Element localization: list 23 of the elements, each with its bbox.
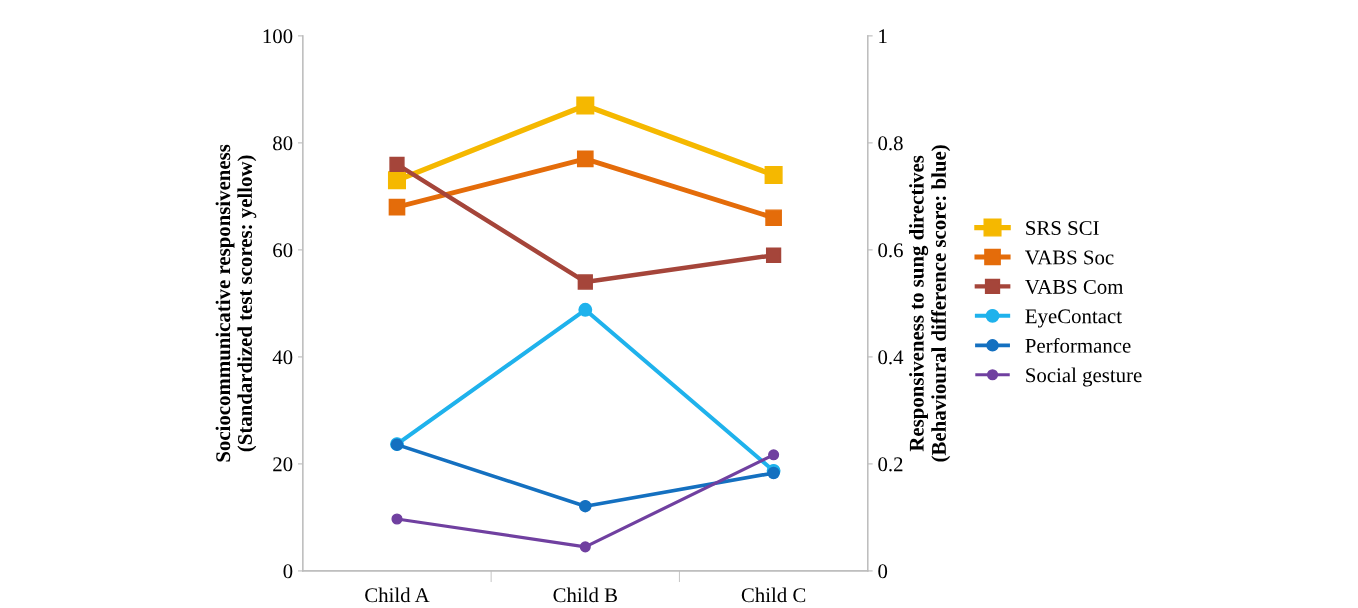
- y-tick-label: 40: [272, 350, 293, 365]
- legend-label: EyeContact: [1025, 309, 1122, 328]
- legend-label: Social gesture: [1026, 367, 1142, 387]
- legend-label: VABS Soc: [1025, 250, 1114, 265]
- y-axis-title: Sociocommunicative responsiveness (Standardized test scores: yellow): [215, 144, 257, 462]
- y2-axis-title: Responsiveness to sung directives (Behavioural difference score: blue): [909, 145, 951, 462]
- y-tick-label: 60: [273, 243, 293, 258]
- y2-tick-label: 0.2: [878, 457, 903, 472]
- y2-tick-label: 0: [878, 564, 888, 579]
- legend-label: SRS SCI: [1026, 221, 1099, 236]
- y-tick-label: 100: [263, 29, 293, 44]
- y2-tick-label: 0.8: [878, 136, 903, 151]
- y-tick-label: 80: [273, 136, 293, 151]
- x-tick-label: Child C: [741, 587, 806, 603]
- y-tick-label: 20: [273, 457, 293, 472]
- y2-tick-label: 0.4: [878, 350, 904, 365]
- x-tick-label: Child A: [365, 587, 430, 603]
- legend-label: VABS Com: [1025, 279, 1124, 294]
- legend-label: Performance: [1025, 337, 1131, 353]
- y2-tick-label: 1: [879, 29, 887, 44]
- y2-tick-label: 0.6: [878, 243, 903, 258]
- y-tick-label: 0: [283, 564, 293, 579]
- x-tick-label: Child B: [553, 587, 617, 603]
